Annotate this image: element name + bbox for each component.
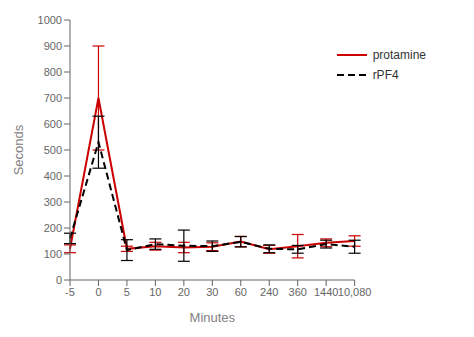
svg-text:-5: -5 bbox=[65, 286, 75, 298]
svg-text:10,080: 10,080 bbox=[338, 286, 372, 298]
svg-text:Minutes: Minutes bbox=[190, 310, 236, 325]
svg-text:60: 60 bbox=[235, 286, 247, 298]
svg-text:1000: 1000 bbox=[38, 14, 62, 26]
svg-text:900: 900 bbox=[44, 40, 62, 52]
svg-text:700: 700 bbox=[44, 92, 62, 104]
svg-text:200: 200 bbox=[44, 222, 62, 234]
html-text:rPF4: rPF4 bbox=[372, 68, 399, 82]
svg-text:Seconds: Seconds bbox=[11, 124, 26, 175]
svg-text:360: 360 bbox=[289, 286, 307, 298]
svg-text:30: 30 bbox=[206, 286, 218, 298]
svg-text:300: 300 bbox=[44, 196, 62, 208]
svg-text:10: 10 bbox=[149, 286, 161, 298]
svg-text:400: 400 bbox=[44, 170, 62, 182]
svg-text:240: 240 bbox=[260, 286, 278, 298]
svg-text:500: 500 bbox=[44, 144, 62, 156]
svg-text:20: 20 bbox=[178, 286, 190, 298]
svg-text:1440: 1440 bbox=[314, 286, 338, 298]
svg-text:0: 0 bbox=[56, 274, 62, 286]
svg-text:100: 100 bbox=[44, 248, 62, 260]
svg-text:600: 600 bbox=[44, 118, 62, 130]
svg-text:5: 5 bbox=[124, 286, 130, 298]
svg-text:0: 0 bbox=[95, 286, 101, 298]
html-text:protamine: protamine bbox=[372, 48, 426, 62]
svg-text:800: 800 bbox=[44, 66, 62, 78]
